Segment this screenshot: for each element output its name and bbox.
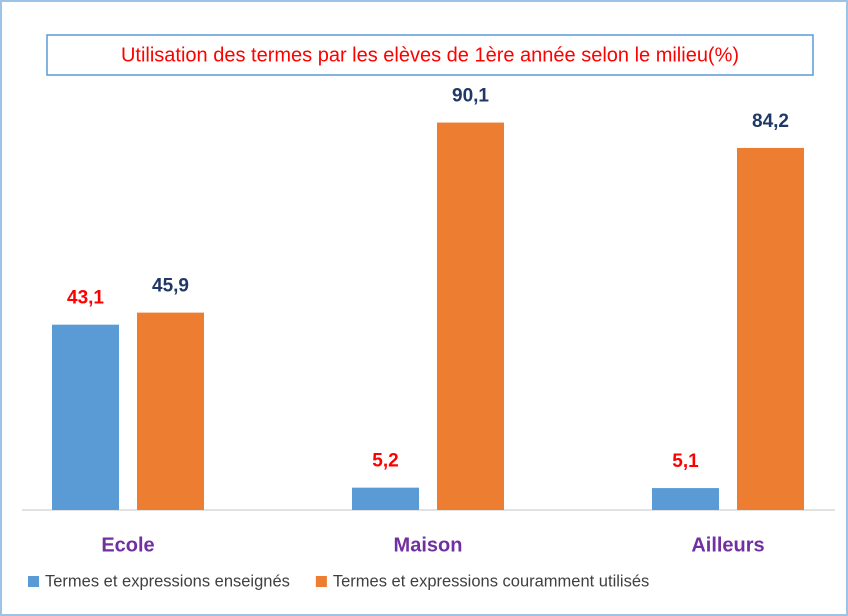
data-label: 84,2 bbox=[752, 111, 789, 132]
data-label: 43,1 bbox=[67, 288, 104, 309]
x-tick-label: Maison bbox=[394, 534, 463, 556]
data-label: 5,1 bbox=[672, 451, 699, 472]
bar bbox=[52, 324, 119, 510]
x-tick-label: Ecole bbox=[101, 534, 154, 556]
data-label: 90,1 bbox=[452, 86, 489, 107]
legend-label: Termes et expressions couramment utilisé… bbox=[333, 572, 649, 590]
bar bbox=[437, 122, 504, 510]
data-label: 45,9 bbox=[152, 276, 189, 297]
bar bbox=[137, 312, 204, 510]
bar bbox=[652, 488, 719, 510]
legend-swatch bbox=[28, 576, 39, 587]
legend-swatch bbox=[315, 576, 327, 587]
data-label: 5,2 bbox=[372, 451, 398, 472]
bar bbox=[737, 147, 804, 510]
x-tick-label: Ailleurs bbox=[691, 534, 764, 556]
legend-label: Termes et expressions enseignés bbox=[45, 572, 290, 590]
chart-title: Utilisation des termes par les elèves de… bbox=[121, 44, 739, 66]
bar bbox=[352, 487, 419, 510]
title-box bbox=[46, 34, 814, 76]
